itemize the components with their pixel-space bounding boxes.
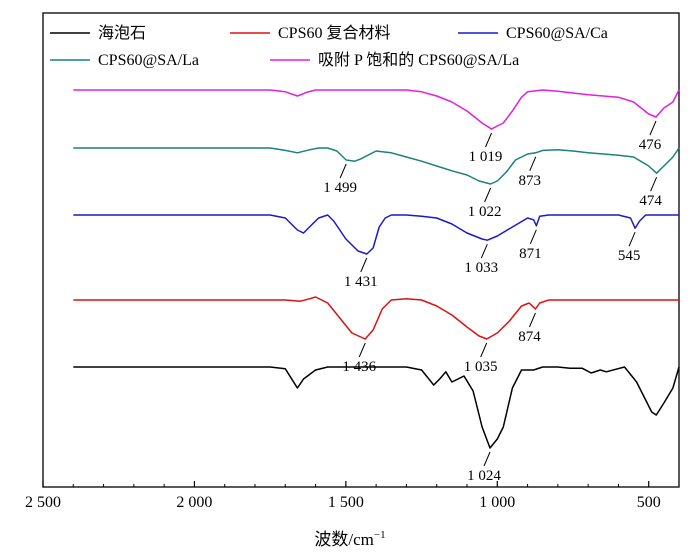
annotation-label-9: 545 <box>618 248 641 264</box>
x-tick-label-1: 2 000 <box>176 494 212 511</box>
x-tick-label-0: 2 500 <box>25 494 61 511</box>
annotation-leader-2 <box>339 163 347 179</box>
annotation-label-1: 476 <box>639 137 662 153</box>
x-tick-label-2: 1 500 <box>328 494 364 511</box>
series-layer <box>73 89 680 449</box>
annotation-label-2: 1 499 <box>323 180 357 196</box>
annotation-leader-12 <box>528 312 536 328</box>
annotation-label-5: 474 <box>639 193 662 209</box>
series-line-3 <box>73 147 680 185</box>
annotation-leader-11 <box>480 342 488 358</box>
x-tick-label-3: 1 000 <box>479 494 515 511</box>
annotation-label-3: 1 022 <box>468 204 502 220</box>
annotation-leader-10 <box>358 342 366 358</box>
annotation-label-7: 1 033 <box>464 260 498 276</box>
annotation-label-11: 1 035 <box>464 359 498 375</box>
annotation-leader-9 <box>628 232 636 247</box>
annotation-label-10: 1 436 <box>342 359 376 375</box>
annotation-label-8: 871 <box>519 246 542 262</box>
plot-frame <box>42 12 680 488</box>
series-line-0 <box>73 366 680 449</box>
annotation-leader-8 <box>529 229 537 244</box>
series-line-4 <box>73 89 680 130</box>
annotation-label-4: 873 <box>518 173 541 189</box>
annotation-leader-1 <box>649 120 657 136</box>
legend-label-3: CPS60@SA/La <box>98 52 199 69</box>
annotation-leader-0 <box>485 132 492 148</box>
annotation-leader-6 <box>360 257 368 273</box>
x-axis-label: 波数/cm−1 <box>314 529 385 549</box>
annotation-leader-3 <box>484 187 492 203</box>
x-tick-label-4: 500 <box>637 494 661 511</box>
x-axis-label-text: 波数/cm <box>314 530 374 549</box>
annotation-leader-5 <box>650 177 658 192</box>
x-axis: 2 500 2 000 1 500 1 000 500 <box>25 481 680 511</box>
annotation-leader-13 <box>483 451 491 467</box>
legend-label-0: 海泡石 <box>98 24 146 42</box>
annotation-label-13: 1 024 <box>467 468 501 484</box>
annotation-label-12: 874 <box>518 329 541 345</box>
series-line-1 <box>73 296 679 340</box>
legend-label-1: CPS60 复合材料 <box>278 24 390 42</box>
annotation-leader-4 <box>529 156 537 171</box>
annotation-layer: 1 019 476 1 499 1 022 873 474 1 431 1 033 871 545… <box>323 120 662 484</box>
x-axis-label-superscript: −1 <box>374 529 386 541</box>
legend: 海泡石 CPS60 复合材料 CPS60@SA/Ca CPS60@SA/La 吸附 P … <box>50 24 608 69</box>
legend-label-2: CPS60@SA/Ca <box>506 25 608 42</box>
legend-label-4: 吸附 P 饱和的 CPS60@SA/La <box>318 51 519 69</box>
annotation-label-0: 1 019 <box>469 149 503 165</box>
annotation-leader-7 <box>480 244 488 259</box>
annotation-label-6: 1 431 <box>344 274 378 290</box>
series-line-2 <box>73 214 679 255</box>
